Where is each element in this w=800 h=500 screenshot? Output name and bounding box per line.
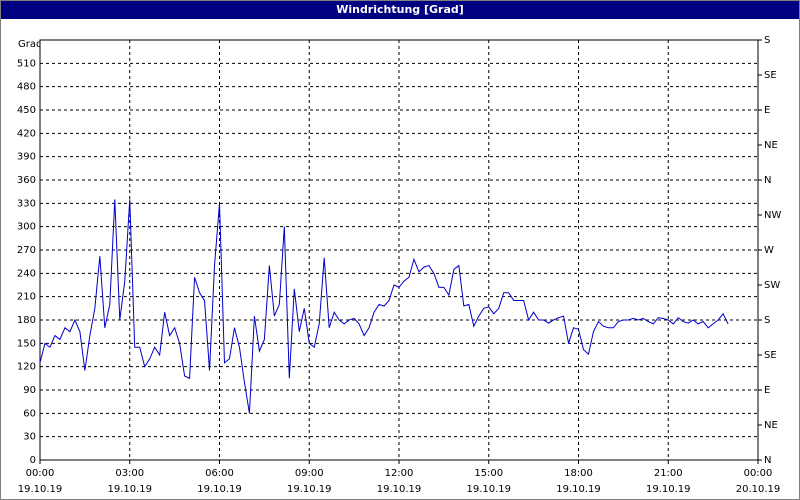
y-tick-label: 0: [30, 455, 36, 466]
x-tick-label: 06:00: [205, 468, 234, 479]
y-tick-label: 450: [17, 105, 36, 116]
y-tick-label: 420: [17, 128, 36, 139]
y-tick-label: 480: [17, 82, 36, 93]
x-tick-date: 19.10.19: [107, 484, 152, 495]
x-tick-date: 19.10.19: [377, 484, 422, 495]
x-tick-label: 18:00: [564, 468, 593, 479]
y-tick-label: 300: [17, 222, 36, 233]
y-tick-label: 30: [23, 432, 36, 443]
y2-tick-label: N: [764, 175, 771, 186]
y-tick-label: 360: [17, 175, 36, 186]
x-tick-date: 19.10.19: [466, 484, 511, 495]
y-tick-label: 150: [17, 338, 36, 349]
x-tick-date: 19.10.19: [287, 484, 332, 495]
y-tick-label: 210: [17, 292, 36, 303]
y-tick-label: 390: [17, 152, 36, 163]
y2-tick-label: S: [764, 35, 770, 46]
chart: Grad 0 30 60 90 120 150 180 210 240 270 300 330 360 3…: [17, 35, 782, 495]
y-tick-label: 90: [23, 385, 36, 396]
y2-tick-label: S: [764, 315, 770, 326]
y-tick-label: 270: [17, 245, 36, 256]
x-tick-date: 20.10.19: [736, 484, 781, 495]
y2-tick-label: N: [764, 455, 771, 466]
x-tick-date: 19.10.19: [646, 484, 691, 495]
y2-tick-label: E: [764, 385, 770, 396]
x-tick-label: 09:00: [295, 468, 324, 479]
x-tick-label: 21:00: [654, 468, 683, 479]
x-tick-date: 19.10.19: [556, 484, 601, 495]
y2-tick-label: NW: [764, 210, 781, 221]
y2-tick-label: SE: [764, 70, 777, 81]
x-tick-label: 00:00: [744, 468, 773, 479]
y2-tick-label: E: [764, 105, 770, 116]
y2-tick-label: W: [764, 245, 774, 256]
x-tick-date: 19.10.19: [18, 484, 63, 495]
x-tick-label: 12:00: [385, 468, 414, 479]
y2-tick-label: NE: [764, 140, 778, 151]
y-axis-label: Grad: [18, 39, 42, 50]
y-tick-label: 120: [17, 362, 36, 373]
y2-tick-label: SE: [764, 350, 777, 361]
y-tick-label: 510: [17, 58, 36, 69]
x-tick-date: 19.10.19: [197, 484, 242, 495]
y2-tick-label: SW: [764, 280, 780, 291]
x-tick-label: 15:00: [474, 468, 503, 479]
y-tick-label: 240: [17, 268, 36, 279]
y-tick-label: 330: [17, 198, 36, 209]
data-line: [39, 199, 729, 414]
y-tick-label: 180: [17, 315, 36, 326]
x-tick-label: 03:00: [115, 468, 144, 479]
y2-tick-label: NE: [764, 420, 778, 431]
x-tick-label: 00:00: [26, 468, 55, 479]
title-bar: Windrichtung [Grad]: [1, 1, 799, 19]
y-tick-label: 60: [23, 408, 36, 419]
